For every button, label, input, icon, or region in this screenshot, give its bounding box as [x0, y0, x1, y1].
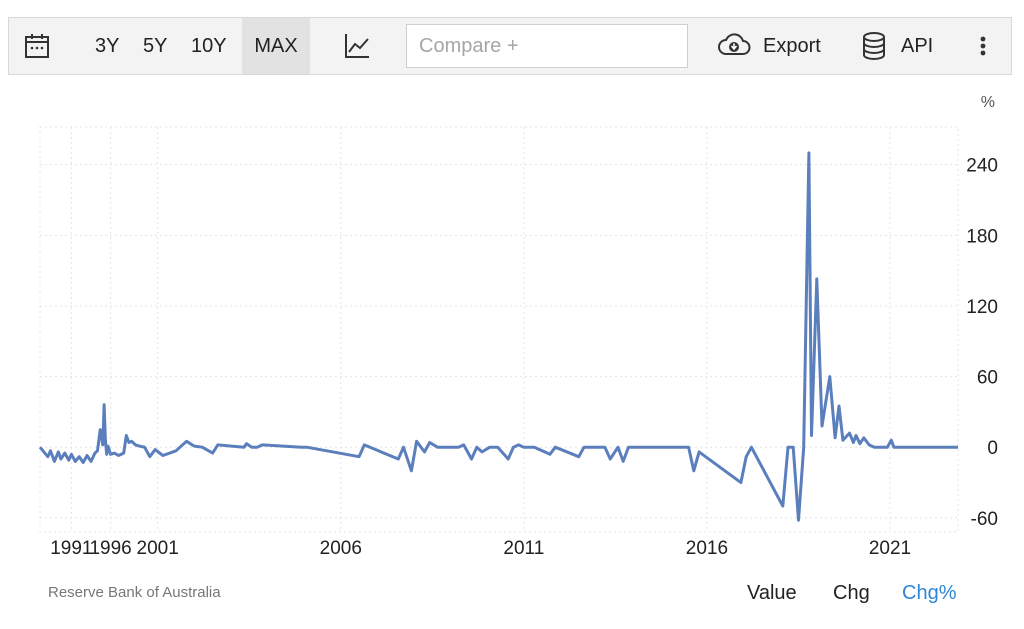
y-tick-label: -60	[971, 509, 998, 530]
x-tick-label: 2021	[869, 538, 911, 559]
calendar-icon[interactable]	[23, 32, 51, 60]
source-label: Reserve Bank of Australia	[48, 584, 221, 601]
series-line	[38, 151, 958, 522]
x-tick-label: 2006	[320, 538, 362, 559]
x-tick-label: 2011	[503, 538, 544, 559]
database-icon[interactable]	[861, 31, 887, 61]
compare-input[interactable]	[406, 24, 688, 68]
api-button[interactable]: API	[901, 35, 934, 57]
x-tick-label: 1991	[50, 538, 92, 559]
range-max-button[interactable]: MAX	[242, 18, 310, 74]
chg-pct-tab[interactable]: Chg%	[902, 582, 957, 604]
x-tick-label: 2001	[137, 538, 179, 559]
value-tab[interactable]: Value	[747, 582, 797, 604]
plot-frame	[39, 126, 959, 533]
chart-toolbar: 3Y 5Y 10Y MAX Export API	[8, 17, 1012, 75]
x-tick-label: 1996	[89, 538, 131, 559]
line-chart-icon[interactable]	[343, 32, 371, 60]
chg-tab[interactable]: Chg	[833, 582, 870, 604]
range-5y-button[interactable]: 5Y	[143, 35, 168, 57]
range-10y-button[interactable]: 10Y	[191, 35, 227, 57]
y-unit-label: %	[981, 94, 995, 111]
y-tick-label: 180	[966, 226, 998, 247]
cloud-download-icon[interactable]	[717, 32, 751, 60]
y-tick-label: 60	[977, 368, 998, 389]
y-tick-label: 0	[987, 438, 998, 459]
x-tick-label: 2016	[686, 538, 728, 559]
range-3y-button[interactable]: 3Y	[95, 35, 120, 57]
more-vertical-icon[interactable]	[975, 32, 991, 60]
y-tick-label: 120	[966, 297, 998, 318]
export-button[interactable]: Export	[763, 35, 821, 57]
y-tick-label: 240	[966, 156, 998, 177]
